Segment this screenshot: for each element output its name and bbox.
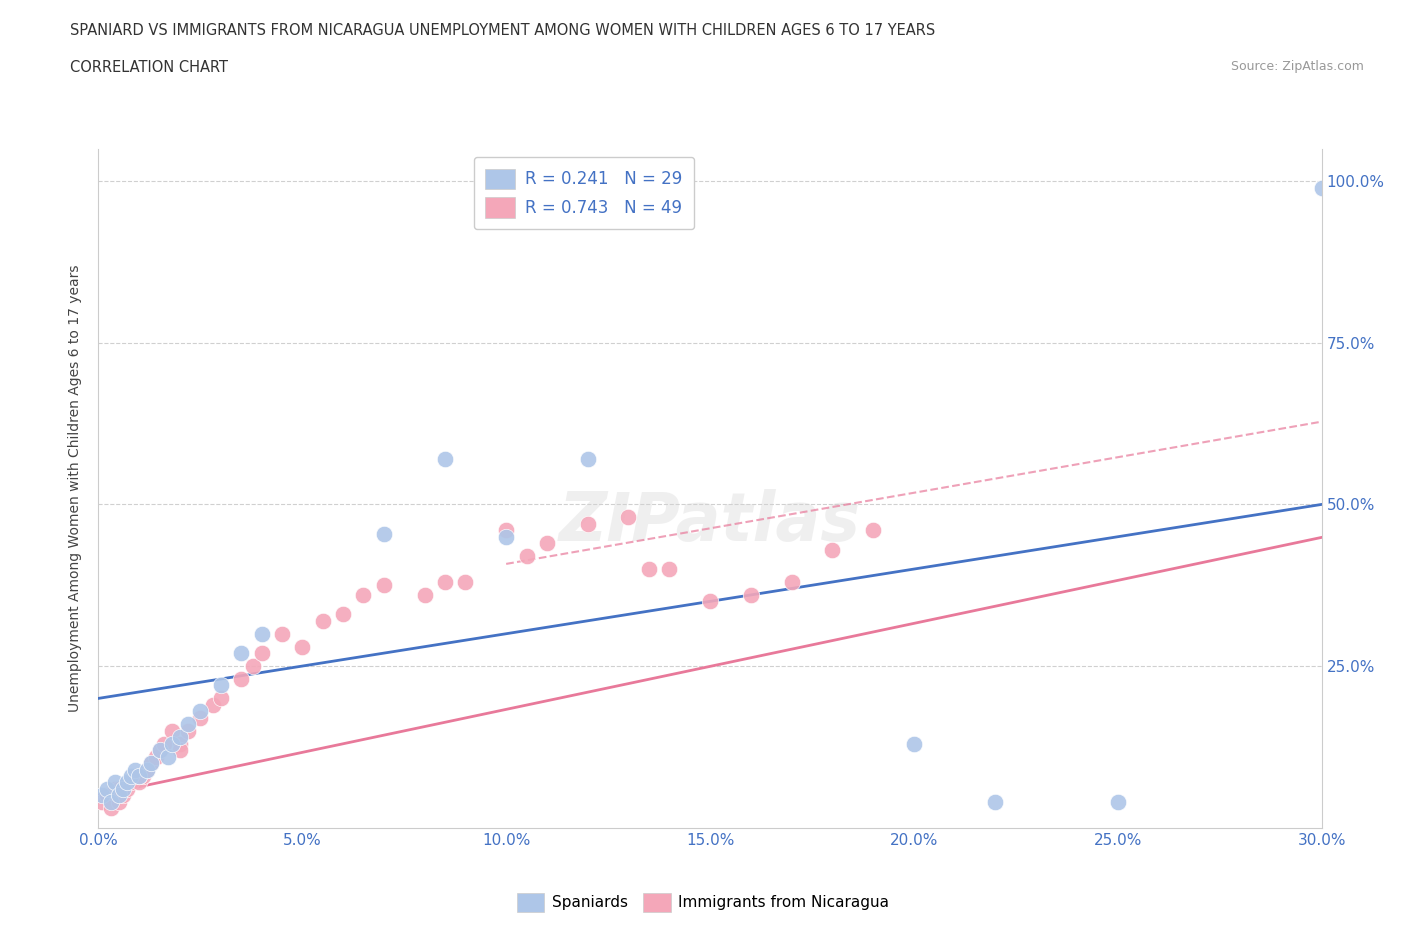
- Point: [91, 788, 114, 803]
- Point: [169, 737, 191, 751]
- Point: [128, 775, 150, 790]
- Point: [495, 523, 517, 538]
- Point: [576, 452, 599, 467]
- Point: [115, 775, 138, 790]
- Point: [270, 626, 294, 641]
- Point: [312, 614, 335, 629]
- Point: [188, 704, 212, 719]
- Text: SPANIARD VS IMMIGRANTS FROM NICARAGUA UNEMPLOYMENT AMONG WOMEN WITH CHILDREN AGE: SPANIARD VS IMMIGRANTS FROM NICARAGUA UN…: [70, 23, 935, 38]
- Point: [156, 750, 179, 764]
- Point: [124, 762, 146, 777]
- Point: [177, 724, 200, 738]
- Point: [104, 781, 127, 796]
- Point: [104, 775, 127, 790]
- Point: [231, 645, 253, 660]
- Point: [373, 578, 395, 592]
- Point: [250, 626, 273, 641]
- Point: [152, 737, 174, 751]
- Point: [100, 794, 122, 809]
- Point: [96, 781, 118, 796]
- Point: [141, 755, 163, 770]
- Point: [740, 588, 762, 603]
- Text: CORRELATION CHART: CORRELATION CHART: [70, 60, 228, 75]
- Point: [169, 730, 191, 745]
- Point: [111, 788, 134, 803]
- Point: [120, 768, 142, 783]
- Point: [136, 762, 159, 777]
- Point: [638, 562, 661, 577]
- Point: [576, 516, 599, 531]
- Point: [141, 755, 163, 770]
- Point: [96, 788, 118, 803]
- Point: [100, 801, 122, 816]
- Point: [242, 658, 264, 673]
- Point: [536, 536, 558, 551]
- Point: [516, 549, 538, 564]
- Point: [128, 768, 150, 783]
- Point: [149, 743, 172, 758]
- Point: [903, 737, 925, 751]
- Point: [124, 768, 146, 783]
- Point: [250, 645, 273, 660]
- Point: [373, 526, 395, 541]
- Point: [115, 781, 138, 796]
- Text: Source: ZipAtlas.com: Source: ZipAtlas.com: [1230, 60, 1364, 73]
- Point: [413, 588, 436, 603]
- Point: [209, 678, 232, 693]
- Legend: Spaniards, Immigrants from Nicaragua: Spaniards, Immigrants from Nicaragua: [510, 887, 896, 918]
- Point: [145, 750, 167, 764]
- Point: [332, 607, 354, 622]
- Point: [108, 794, 131, 809]
- Point: [120, 775, 142, 790]
- Point: [617, 510, 640, 525]
- Point: [149, 743, 172, 758]
- Point: [209, 691, 232, 706]
- Point: [108, 788, 131, 803]
- Point: [136, 762, 159, 777]
- Legend: R = 0.241   N = 29, R = 0.743   N = 49: R = 0.241 N = 29, R = 0.743 N = 49: [474, 157, 695, 230]
- Text: ZIPatlas: ZIPatlas: [560, 489, 860, 555]
- Point: [91, 794, 114, 809]
- Point: [108, 781, 131, 796]
- Point: [434, 452, 457, 467]
- Point: [160, 724, 183, 738]
- Point: [780, 575, 803, 590]
- Point: [658, 562, 681, 577]
- Point: [177, 717, 200, 732]
- Point: [128, 768, 150, 783]
- Point: [1310, 180, 1333, 195]
- Point: [169, 743, 191, 758]
- Y-axis label: Unemployment Among Women with Children Ages 6 to 17 years: Unemployment Among Women with Children A…: [69, 264, 83, 712]
- Point: [821, 542, 844, 557]
- Point: [201, 698, 224, 712]
- Point: [495, 529, 517, 544]
- Point: [291, 639, 314, 654]
- Point: [699, 594, 721, 609]
- Point: [862, 523, 884, 538]
- Point: [352, 588, 374, 603]
- Point: [160, 737, 183, 751]
- Point: [454, 575, 477, 590]
- Point: [1107, 794, 1129, 809]
- Point: [132, 768, 155, 783]
- Point: [984, 794, 1007, 809]
- Point: [188, 711, 212, 725]
- Point: [231, 671, 253, 686]
- Point: [111, 781, 134, 796]
- Point: [434, 575, 457, 590]
